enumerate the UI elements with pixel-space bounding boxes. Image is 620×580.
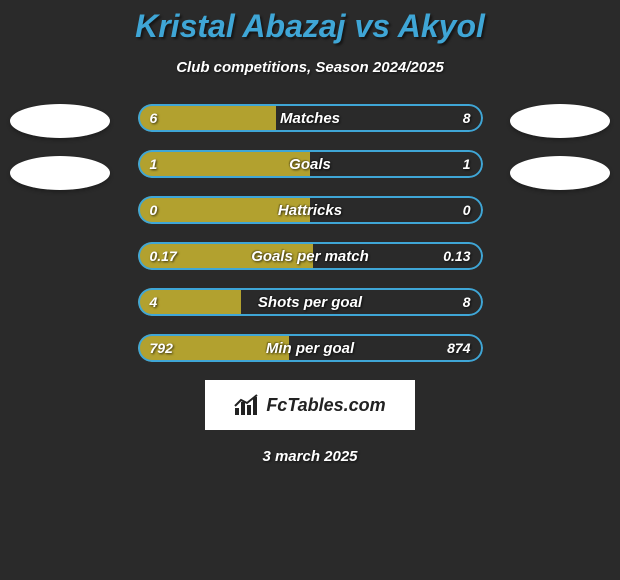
stat-fill-left <box>138 288 242 316</box>
stat-fill-right <box>289 334 482 362</box>
stat-row: 792874Min per goal <box>138 334 483 362</box>
stat-fill-right <box>310 196 483 224</box>
stat-fill-right <box>310 150 483 178</box>
stat-row: 00Hattricks <box>138 196 483 224</box>
player-ellipse <box>510 104 610 138</box>
stat-fill-left <box>138 242 314 270</box>
bar-chart-icon <box>234 394 260 416</box>
subtitle: Club competitions, Season 2024/2025 <box>0 59 620 76</box>
brand-box[interactable]: FcTables.com <box>205 380 415 430</box>
stat-fill-right <box>313 242 482 270</box>
page-title: Kristal Abazaj vs Akyol <box>0 0 620 45</box>
stat-fill-left <box>138 334 290 362</box>
brand-text: FcTables.com <box>266 395 385 416</box>
stat-row: 68Matches <box>138 104 483 132</box>
comparison-content: 68Matches 11Goals 00Hattricks 0.170.13Goals… <box>0 104 620 465</box>
stat-fill-left <box>138 196 311 224</box>
player-ellipse <box>10 104 110 138</box>
stat-row: 48Shots per goal <box>138 288 483 316</box>
player-ellipse <box>510 156 610 190</box>
stat-fill-left <box>138 150 311 178</box>
stat-fill-right <box>276 104 483 132</box>
player-ellipse <box>10 156 110 190</box>
stat-row: 0.170.13Goals per match <box>138 242 483 270</box>
stat-row: 11Goals <box>138 150 483 178</box>
date-label: 3 march 2025 <box>0 448 620 465</box>
stat-fill-left <box>138 104 276 132</box>
stat-fill-right <box>241 288 483 316</box>
stat-rows: 68Matches 11Goals 00Hattricks 0.170.13Goals… <box>138 104 483 362</box>
